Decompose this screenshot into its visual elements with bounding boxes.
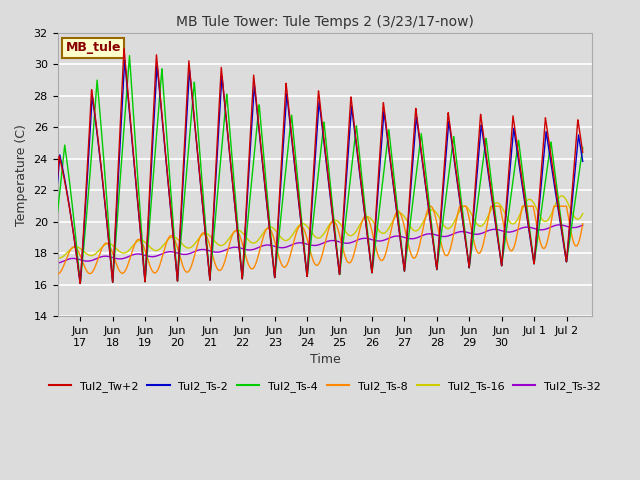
Legend: Tul2_Tw+2, Tul2_Ts-2, Tul2_Ts-4, Tul2_Ts-8, Tul2_Ts-16, Tul2_Ts-32: Tul2_Tw+2, Tul2_Ts-2, Tul2_Ts-4, Tul2_Ts… — [44, 376, 605, 396]
X-axis label: Time: Time — [310, 353, 340, 366]
Text: MB_tule: MB_tule — [65, 41, 121, 54]
Y-axis label: Temperature (C): Temperature (C) — [15, 124, 28, 226]
Title: MB Tule Tower: Tule Temps 2 (3/23/17-now): MB Tule Tower: Tule Temps 2 (3/23/17-now… — [176, 15, 474, 29]
